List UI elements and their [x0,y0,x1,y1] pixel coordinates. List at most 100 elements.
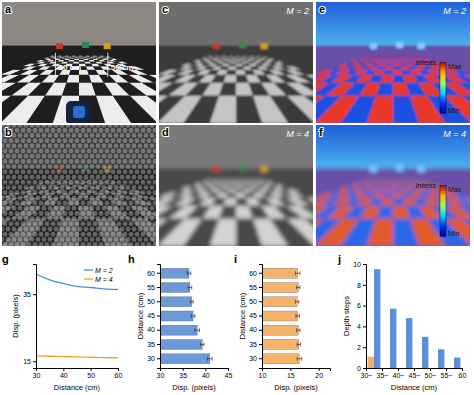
board-square [75,57,79,58]
board-square [211,75,226,83]
bar [160,283,190,293]
board-square [383,59,388,60]
board-square [368,198,383,206]
error-line [208,358,213,359]
board-square [236,60,241,62]
board-square [382,178,386,180]
error-cap [295,271,296,275]
tick-mark [430,368,431,371]
board-square [220,66,229,70]
tick-mark [157,301,160,302]
object [82,42,89,48]
object [261,43,268,49]
wall [159,2,313,47]
board-square [260,178,266,180]
tick-label: 40 [202,372,210,379]
object [239,42,246,48]
panel-label: b [5,126,12,138]
tick: 30 [147,355,160,362]
panel-label: i [234,253,237,265]
tick: 40~ [393,368,405,379]
board-square [381,62,388,64]
tick: 35 [23,291,36,298]
board-square [217,178,222,180]
panel-tag: M = 4 [443,129,466,139]
tick: 45 [147,312,160,319]
bar [422,337,428,368]
tick-label: 50 [87,372,95,379]
board-square [379,187,387,190]
bar [416,368,422,369]
error-bar [295,300,298,304]
board [2,125,156,246]
board-square [211,198,226,206]
tick: 15 [287,368,295,379]
board-square [389,180,393,181]
board-square [54,75,69,83]
board-square [229,178,233,180]
board-square [384,57,389,58]
board-square [377,183,383,185]
tick: 55 [249,284,262,291]
board-square [389,56,393,58]
board-square [217,55,222,57]
legend: M = 2M = 4 [84,267,113,283]
board-square [107,57,114,58]
board-square [86,55,90,57]
error-line [188,287,192,288]
tick: 60 [147,270,160,277]
board-square [279,187,292,190]
line-series [36,274,118,289]
board-square [274,185,285,187]
annotation: 50 cm [111,63,134,72]
x-axis-title: Distance (cm) [54,383,101,392]
axis-line [367,369,463,372]
board-square [236,59,241,60]
board-square [368,75,383,83]
chart: 304050601535M = 2M = 4gDistance (cm)Disp… [2,253,122,392]
tick-mark [363,306,366,307]
error-bar [190,300,193,304]
panel-tag: M = 4 [286,129,309,139]
board-square [236,178,240,180]
tick: 35 [179,368,187,379]
wall [316,2,470,47]
error-line [195,330,200,331]
tick: 60 [249,270,262,277]
error-bar [191,314,195,318]
tick-label: 35~ [377,372,389,379]
legend-swatch [84,269,93,270]
tick: 55 [147,284,160,291]
y-axis-title: Disp. (pixels) [11,294,20,338]
figure-canvas: 50 cm50 cmabM = 2cM = 4dM = 2Intens.MaxM… [0,0,474,395]
board-square [230,62,236,64]
error-cap [194,314,195,318]
bar [448,368,454,369]
axis-line [363,265,367,369]
error-cap [190,271,191,275]
tick-label: 30 [147,355,155,362]
panel-label: c [162,3,168,15]
bar [160,354,210,364]
tick-mark [259,344,262,345]
image-panel: M = 4Intens.MaxMinf [184,120,474,251]
board-square [388,59,393,60]
board-square [293,193,313,198]
colorbar [440,63,446,114]
board-square [74,59,79,60]
error-cap [298,300,299,304]
board-square [229,55,233,57]
y-axis: 1535 [23,265,36,369]
tick-mark [259,330,262,331]
device [66,101,92,123]
board-square [267,182,275,183]
board-square [373,193,385,198]
tick-label: 35 [179,372,187,379]
tick: 45 [225,368,233,379]
wall [316,125,470,170]
board-square [66,57,71,58]
board-square [222,64,230,67]
error-cap [193,300,194,304]
board-square [220,60,226,62]
object [370,43,377,49]
